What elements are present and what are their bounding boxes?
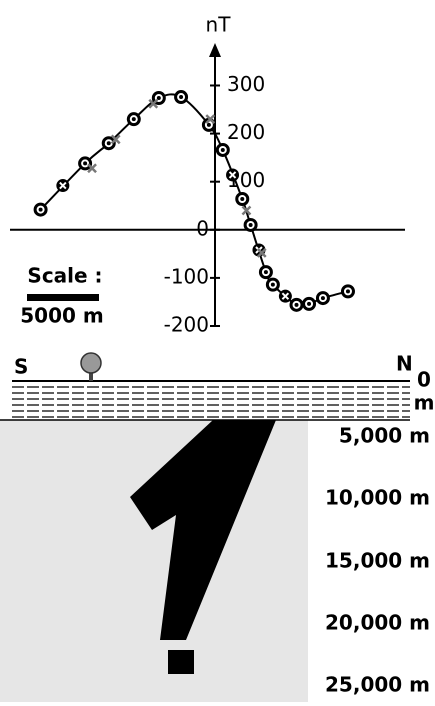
marker-center [295, 303, 299, 307]
marker-center [221, 148, 225, 152]
marker-center [249, 223, 253, 227]
data-point [176, 92, 187, 103]
marker-center [132, 117, 136, 121]
depth-label: 5,000 m [339, 424, 430, 448]
question-mark-dot [168, 650, 194, 674]
data-point [260, 267, 271, 278]
depth-label: 20,000 m [325, 611, 430, 635]
marker-center [346, 289, 350, 293]
marker-center [271, 283, 275, 287]
data-point [128, 114, 139, 125]
data-point [237, 194, 248, 205]
depth-label: 0 [417, 368, 431, 392]
marker-center [179, 95, 183, 99]
data-point [304, 298, 315, 309]
y-tick-label: 0 [196, 216, 209, 240]
y-tick-label: 300 [227, 72, 265, 96]
marker-center [264, 270, 268, 274]
scale-length: 5000 m [20, 304, 103, 328]
marker-center [107, 141, 111, 145]
y-tick-label: 200 [227, 120, 265, 144]
marker-center [321, 296, 325, 300]
marker-center [39, 208, 43, 212]
data-point [56, 179, 69, 192]
south-label: S [14, 355, 28, 379]
basement [0, 420, 308, 702]
data-point [342, 286, 353, 297]
figure: S N 0m5,000 m10,000 m15,000 m20,000 m25,… [0, 0, 435, 702]
sediment-layers [12, 387, 410, 417]
y-axis-label: nT [206, 13, 232, 37]
scale-bar [27, 294, 99, 301]
data-point [245, 219, 256, 230]
marker-center [307, 302, 311, 306]
marker-center [83, 161, 87, 165]
page: {"chart_data": {"type": "line", "y_label… [0, 0, 435, 702]
depth-label: 15,000 m [325, 549, 430, 573]
data-point [291, 299, 302, 310]
data-point [267, 279, 278, 290]
data-point [279, 290, 292, 303]
scale-title: Scale : [27, 264, 102, 288]
y-axis-arrow [209, 43, 221, 57]
north-label: N [396, 352, 413, 376]
marker-center [157, 96, 161, 100]
depth-label: 25,000 m [325, 673, 430, 697]
depth-label: 10,000 m [325, 486, 430, 510]
data-point [35, 204, 46, 215]
data-point [317, 293, 328, 304]
marker-center [240, 197, 244, 201]
depth-label: m [414, 391, 435, 415]
y-tick-label: -200 [164, 313, 209, 337]
data-point [226, 168, 239, 181]
data-point [217, 144, 228, 155]
tree-icon [81, 353, 101, 381]
y-tick-label: -100 [164, 264, 209, 288]
